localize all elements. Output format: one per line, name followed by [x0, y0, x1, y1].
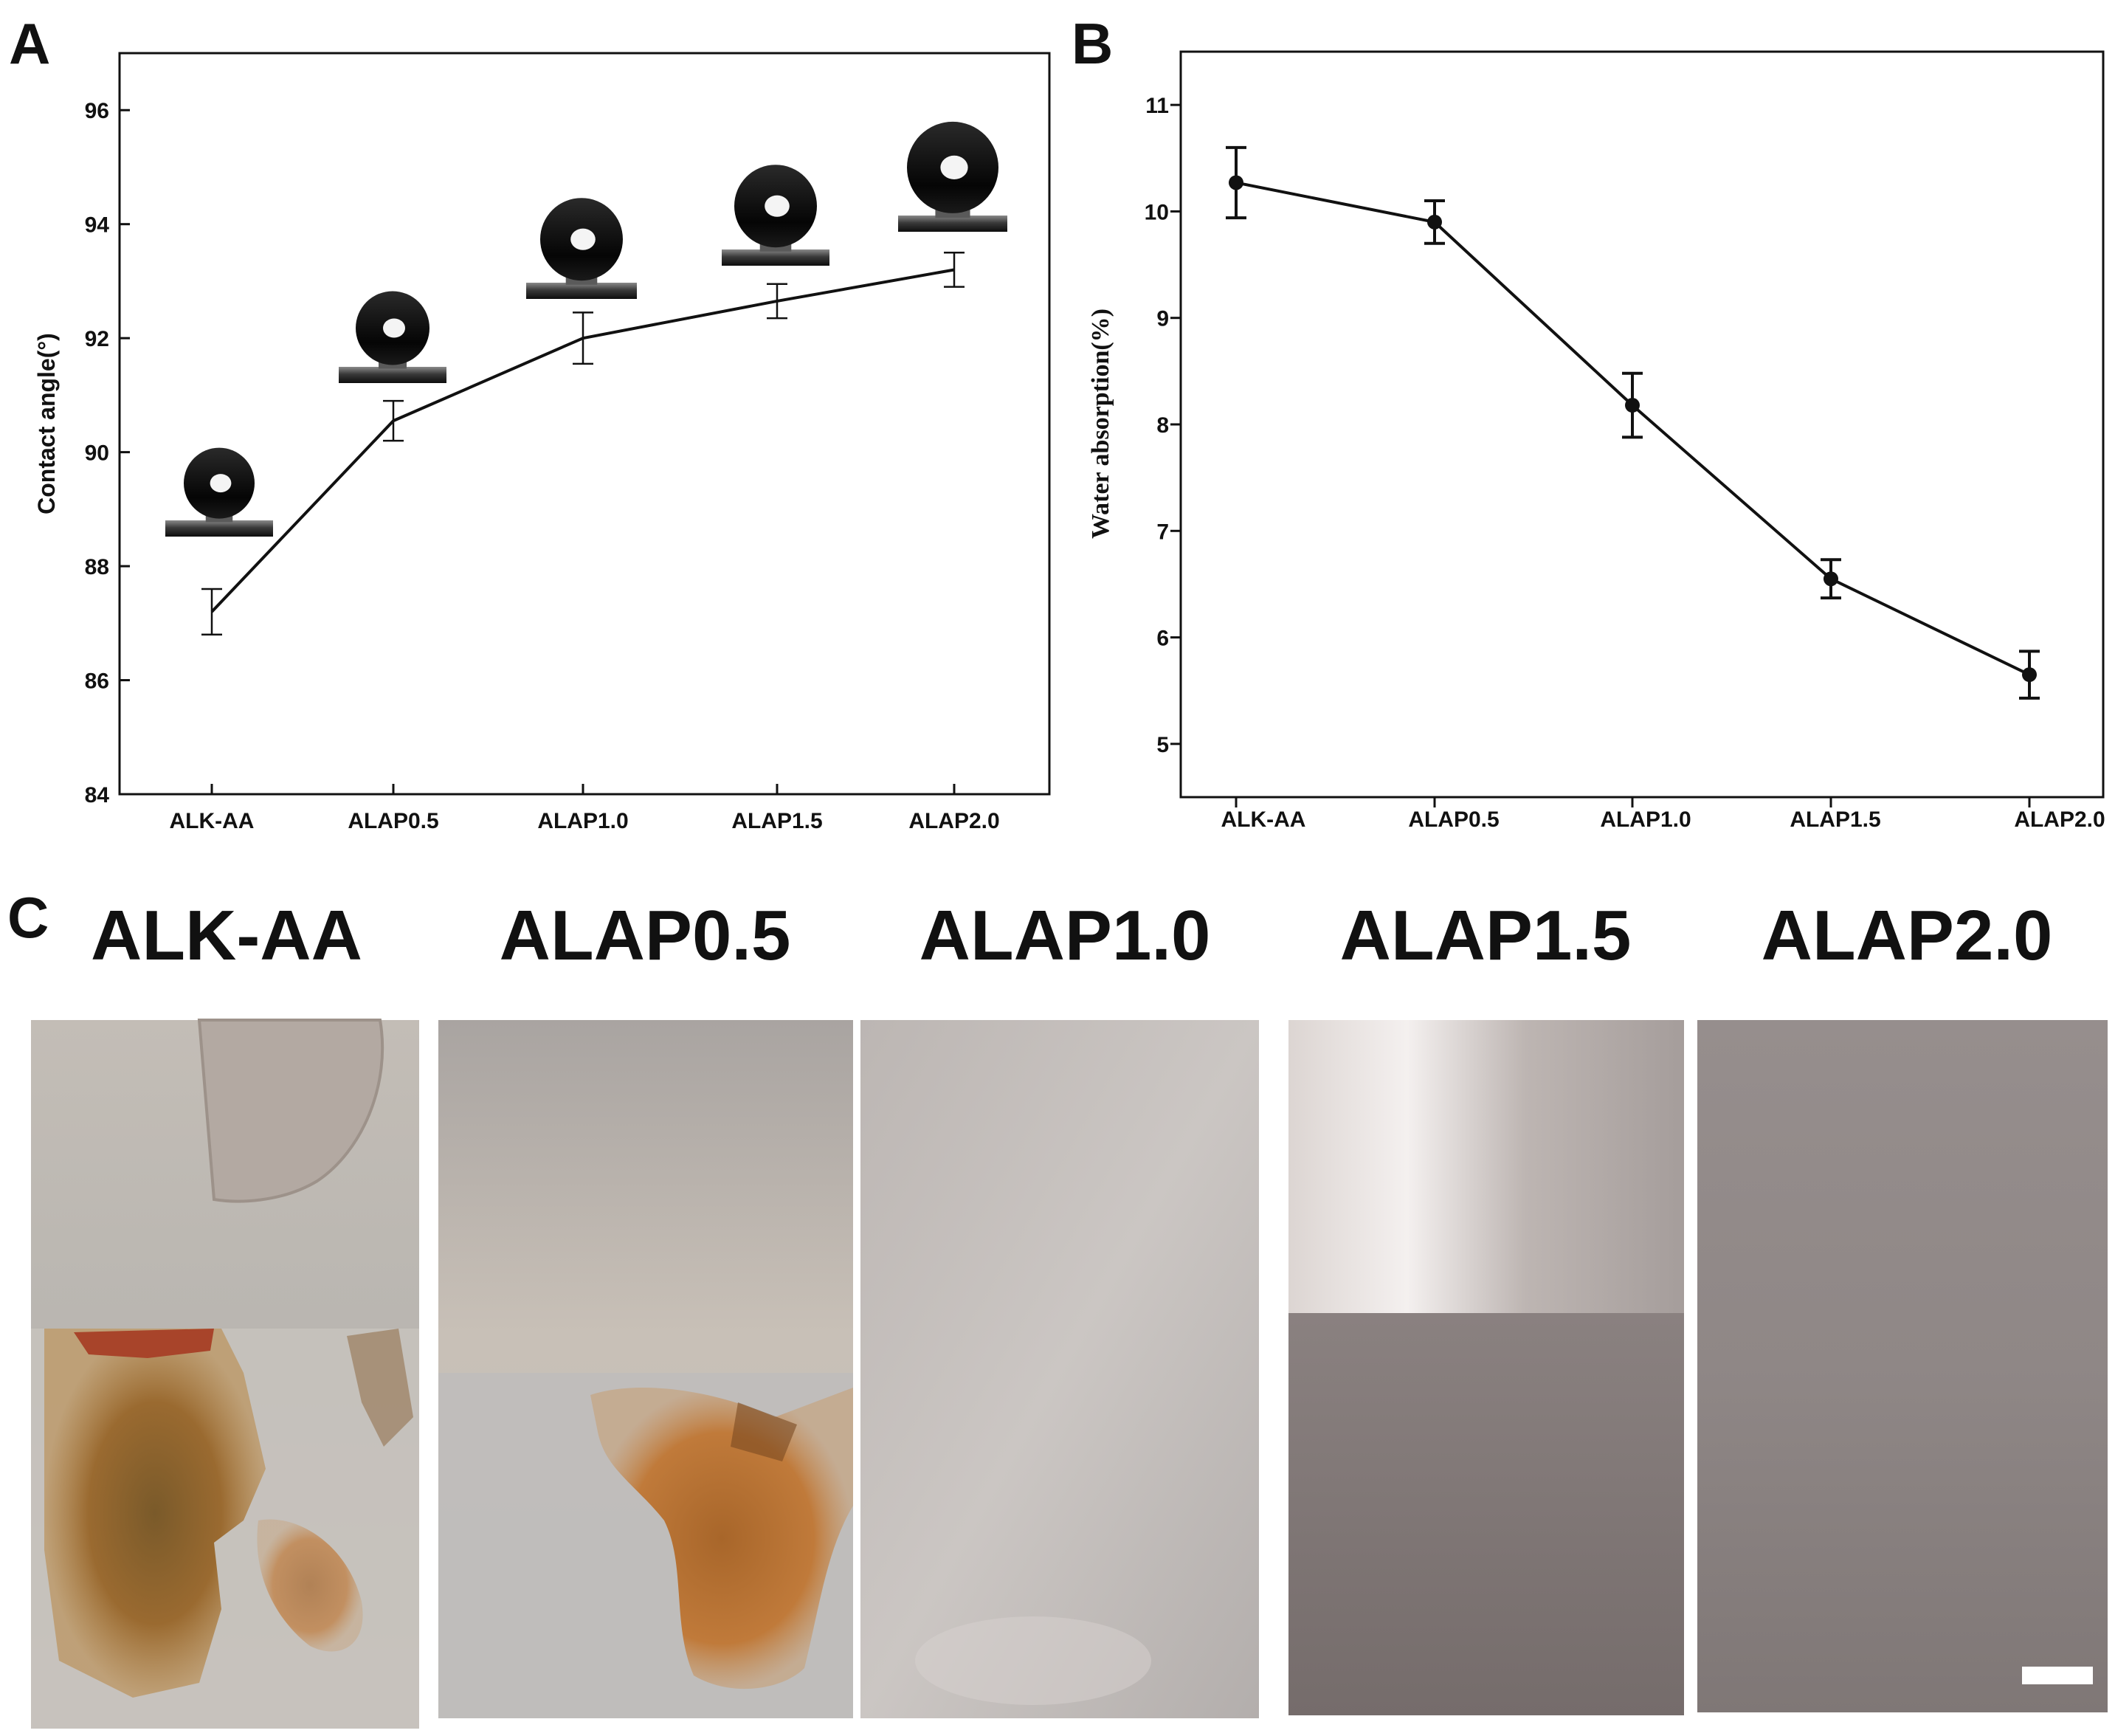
- panel-a-y-axis: 84 86 88 90 92 94 96: [85, 99, 130, 807]
- panel-b-series: [1226, 145, 2040, 700]
- x-tick-label: ALAP1.0: [1600, 807, 1691, 832]
- y-tick-label: 94: [85, 213, 110, 238]
- panel-c-letter: C: [7, 885, 49, 950]
- panel-b-letter: B: [1072, 11, 1113, 76]
- water-droplet-image: [898, 121, 1007, 232]
- x-tick-label: ALAP1.0: [537, 809, 628, 833]
- photo-alap1-0: [860, 1020, 1259, 1718]
- y-tick-label: 8: [1156, 413, 1169, 438]
- photo-label-alap1-0: ALAP1.0: [920, 896, 1211, 975]
- panel-b-x-axis: ALK-AA ALAP0.5 ALAP1.0 ALAP1.5 ALAP2.0: [1221, 797, 2105, 832]
- panel-c: C ALK-AA ALAP0.5 ALAP1.0 ALAP1.5 ALAP2.0: [7, 885, 2108, 1729]
- data-point: [1625, 398, 1640, 413]
- y-tick-label: 11: [1145, 94, 1169, 118]
- x-tick-label: ALAP2.0: [2014, 807, 2105, 832]
- water-droplet-image: [165, 447, 273, 537]
- y-tick-label: 9: [1156, 307, 1169, 331]
- panel-a-letter: A: [9, 11, 50, 76]
- droplet-images: [165, 121, 1007, 537]
- photo-alk-aa: [31, 1019, 419, 1729]
- y-tick-label: 96: [85, 99, 109, 123]
- water-droplet-image: [722, 165, 829, 266]
- data-point: [2022, 667, 2037, 683]
- panel-b-y-axis: 5 6 7 8 9 10 11: [1145, 94, 1181, 757]
- photo-alap1-5: [1288, 1020, 1684, 1715]
- photo-label-alap1-5: ALAP1.5: [1340, 896, 1632, 975]
- y-tick-label: 86: [85, 669, 109, 694]
- x-tick-label: ALAP1.5: [731, 809, 822, 833]
- y-tick-label: 7: [1156, 520, 1169, 544]
- y-tick-label: 5: [1156, 733, 1169, 757]
- photo-alap0-5: [438, 1020, 853, 1718]
- water-droplet-image: [339, 291, 446, 383]
- data-point: [1427, 214, 1442, 230]
- panel-a-series: [201, 252, 965, 636]
- scale-bar: [2022, 1667, 2093, 1684]
- x-tick-label: ALAP0.5: [348, 809, 438, 833]
- y-tick-label: 84: [85, 783, 110, 807]
- y-tick-label: 10: [1145, 200, 1169, 224]
- panel-a-frame: [118, 52, 1051, 796]
- panel-a-x-axis: ALK-AA ALAP0.5 ALAP1.0 ALAP1.5 ALAP2.0: [170, 784, 1000, 833]
- panel-a: A 84 86 88 90 92 94 96 ALK-AA ALAP0.5 ALAP1.0 ALA…: [9, 11, 1051, 833]
- photo-label-alap2-0: ALAP2.0: [1762, 896, 2053, 975]
- panel-a-y-axis-title: Contact angle(°): [33, 333, 60, 514]
- panel-b-frame: [1179, 50, 2105, 799]
- y-tick-label: 92: [85, 327, 109, 351]
- x-tick-label: ALK-AA: [1221, 807, 1306, 832]
- x-tick-label: ALAP1.5: [1790, 807, 1880, 832]
- photo-label-alap0-5: ALAP0.5: [500, 896, 791, 975]
- water-droplet-image: [526, 198, 637, 299]
- data-point: [1229, 175, 1243, 190]
- photo-alap2-0: [1697, 1020, 2108, 1712]
- x-tick-label: ALAP0.5: [1408, 807, 1499, 832]
- x-tick-label: ALK-AA: [170, 809, 255, 833]
- data-point: [1824, 571, 1838, 587]
- panel-b-y-axis-title: Water absorption(%): [1087, 309, 1114, 539]
- y-tick-label: 88: [85, 555, 109, 579]
- photo-label-alk-aa: ALK-AA: [91, 896, 362, 975]
- y-tick-label: 6: [1156, 627, 1169, 651]
- y-tick-label: 90: [85, 441, 109, 466]
- x-tick-label: ALAP2.0: [908, 809, 999, 833]
